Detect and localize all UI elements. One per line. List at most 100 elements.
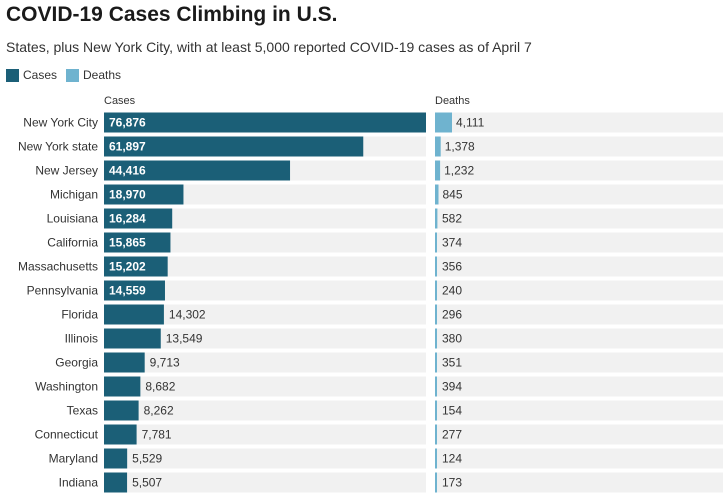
chart-title: COVID-19 Cases Climbing in U.S. <box>6 3 338 26</box>
row-background-deaths-louisiana <box>435 208 723 229</box>
cases-value-label-new-jersey: 44,416 <box>109 164 146 178</box>
cases-value-label-florida: 14,302 <box>169 308 206 322</box>
row-background-cases-florida <box>104 304 426 325</box>
deaths-value-label-massachusetts: 356 <box>442 260 462 274</box>
row-background-deaths-pennsylvania <box>435 280 723 301</box>
cases-bar-maryland <box>104 448 128 469</box>
legend-item-deaths: Deaths <box>66 67 121 83</box>
cases-value-label-washington: 8,682 <box>145 380 175 394</box>
cases-bar-connecticut <box>104 424 137 445</box>
category-label-new-york-city: New York City <box>23 116 98 130</box>
deaths-value-label-indiana: 173 <box>442 476 462 490</box>
category-label-georgia: Georgia <box>55 356 98 370</box>
deaths-value-label-new-jersey: 1,232 <box>444 164 474 178</box>
row-background-deaths-indiana <box>435 472 723 493</box>
cases-value-label-georgia: 9,713 <box>150 356 180 370</box>
deaths-bar-new-york-city <box>435 112 452 133</box>
row-background-cases-texas <box>104 400 426 421</box>
category-label-maryland: Maryland <box>49 452 98 466</box>
deaths-value-label-michigan: 845 <box>442 188 462 202</box>
row-background-deaths-california <box>435 232 723 253</box>
cases-bar-indiana <box>104 472 128 493</box>
cases-value-label-connecticut: 7,781 <box>142 428 172 442</box>
cases-bar-new-york-state <box>104 136 364 157</box>
row-background-cases-california <box>104 232 426 253</box>
deaths-bar-maryland <box>435 448 437 469</box>
deaths-bar-georgia <box>435 352 437 373</box>
row-background-cases-georgia <box>104 352 426 373</box>
deaths-value-label-new-york-state: 1,378 <box>445 140 475 154</box>
category-label-indiana: Indiana <box>59 476 99 490</box>
category-label-washington: Washington <box>35 380 98 394</box>
row-background-cases-washington <box>104 376 426 397</box>
row-background-deaths-new-york-city <box>435 112 723 133</box>
legend-label-cases: Cases <box>23 68 58 82</box>
cases-value-label-california: 15,865 <box>109 236 146 250</box>
legend-swatch-cases <box>6 68 19 82</box>
deaths-value-label-california: 374 <box>442 236 462 250</box>
deaths-value-label-louisiana: 582 <box>442 212 462 226</box>
cases-value-label-new-york-city: 76,876 <box>109 116 146 130</box>
cases-value-label-michigan: 18,970 <box>109 188 146 202</box>
row-background-cases-indiana <box>104 472 426 493</box>
cases-value-label-maryland: 5,529 <box>132 452 162 466</box>
row-background-deaths-new-york-state <box>435 136 723 157</box>
row-background-deaths-washington <box>435 376 723 397</box>
cases-bar-massachusetts <box>104 256 168 277</box>
deaths-value-label-georgia: 351 <box>442 356 462 370</box>
deaths-bar-new-york-state <box>435 136 441 157</box>
cases-value-label-texas: 8,262 <box>144 404 174 418</box>
cases-value-label-illinois: 13,549 <box>166 332 203 346</box>
cases-bar-illinois <box>104 328 161 349</box>
category-label-michigan: Michigan <box>50 188 98 202</box>
deaths-bar-louisiana <box>435 208 438 229</box>
cases-bar-texas <box>104 400 139 421</box>
deaths-bar-connecticut <box>435 424 437 445</box>
deaths-value-label-florida: 296 <box>442 308 462 322</box>
row-background-cases-pennsylvania <box>104 280 426 301</box>
row-background-cases-louisiana <box>104 208 426 229</box>
category-label-louisiana: Louisiana <box>47 212 99 226</box>
row-background-cases-michigan <box>104 184 426 205</box>
row-background-deaths-illinois <box>435 328 723 349</box>
cases-value-label-pennsylvania: 14,559 <box>109 284 146 298</box>
row-background-deaths-maryland <box>435 448 723 469</box>
legend-swatch-deaths <box>66 68 79 82</box>
category-label-connecticut: Connecticut <box>35 428 99 442</box>
deaths-bar-illinois <box>435 328 437 349</box>
cases-bar-california <box>104 232 171 253</box>
deaths-bar-indiana <box>435 472 437 493</box>
cases-value-label-louisiana: 16,284 <box>109 212 146 226</box>
column-header-cases: Cases <box>104 95 136 107</box>
row-background-cases-connecticut <box>104 424 426 445</box>
cases-bar-michigan <box>104 184 184 205</box>
row-background-cases-massachusetts <box>104 256 426 277</box>
row-background-deaths-massachusetts <box>435 256 723 277</box>
cases-value-label-indiana: 5,507 <box>132 476 162 490</box>
deaths-bar-michigan <box>435 184 439 205</box>
deaths-bar-california <box>435 232 437 253</box>
category-label-california: California <box>47 236 98 250</box>
category-label-new-york-state: New York state <box>18 140 98 154</box>
deaths-bar-new-jersey <box>435 160 441 181</box>
category-label-texas: Texas <box>67 404 98 418</box>
deaths-value-label-washington: 394 <box>442 380 462 394</box>
row-background-cases-illinois <box>104 328 426 349</box>
row-background-deaths-georgia <box>435 352 723 373</box>
deaths-bar-florida <box>435 304 437 325</box>
cases-bar-florida <box>104 304 164 325</box>
cases-bar-louisiana <box>104 208 173 229</box>
legend-item-cases: Cases <box>6 67 57 83</box>
deaths-value-label-texas: 154 <box>442 404 462 418</box>
row-background-deaths-florida <box>435 304 723 325</box>
row-background-cases-maryland <box>104 448 426 469</box>
deaths-bar-washington <box>435 376 437 397</box>
category-label-pennsylvania: Pennsylvania <box>27 284 99 298</box>
deaths-value-label-illinois: 380 <box>442 332 462 346</box>
cases-bar-new-jersey <box>104 160 291 181</box>
cases-value-label-new-york-state: 61,897 <box>109 140 146 154</box>
row-background-deaths-connecticut <box>435 424 723 445</box>
deaths-value-label-maryland: 124 <box>442 452 462 466</box>
deaths-value-label-pennsylvania: 240 <box>442 284 462 298</box>
